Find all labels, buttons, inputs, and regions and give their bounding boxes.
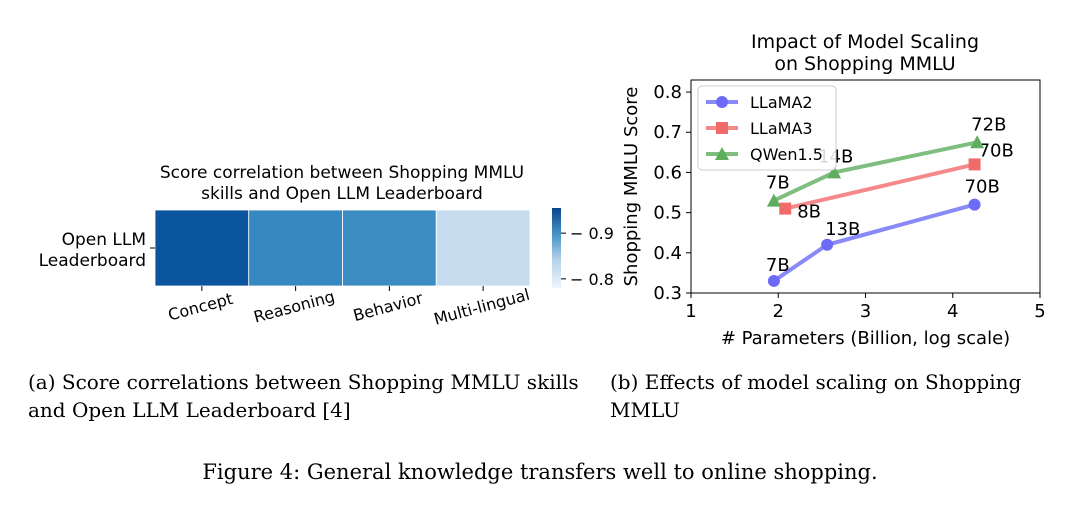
x-tick-label: 4	[947, 301, 958, 322]
y-tick-label: 0.6	[653, 162, 682, 183]
x-tick-label: 5	[1034, 301, 1045, 322]
caption-b: (b) Effects of model scaling on Shopping…	[610, 370, 1022, 422]
y-tick-label: 0.3	[653, 283, 682, 304]
figure-caption: Figure 4: General knowledge transfers we…	[202, 460, 878, 484]
data-point	[827, 165, 842, 179]
heatmap-column-label: Multi-lingual	[432, 285, 532, 329]
point-label: 72B	[971, 114, 1006, 135]
heatmap-cell	[342, 209, 437, 287]
heatmap-title-line: Score correlation between Shopping MMLU	[160, 163, 524, 183]
legend: LLaMA2 LLaMA3 QWen1.5	[697, 85, 837, 171]
series-line	[784, 162, 976, 211]
data-point	[779, 202, 792, 215]
data-point	[716, 96, 728, 108]
y-tick-label: 0.5	[653, 203, 682, 224]
data-point	[766, 193, 781, 207]
y-tick-label: 0.4	[653, 243, 682, 264]
heatmap-row-label-line: Open LLM	[62, 230, 146, 250]
data-point	[767, 274, 780, 287]
point-label: 7B	[766, 173, 790, 194]
legend-box	[697, 85, 837, 171]
linechart-title-line: Impact of Model Scaling	[751, 31, 979, 53]
data-point	[821, 238, 834, 251]
series-llama2: 7B 13B 70B	[766, 177, 1000, 287]
point-label: 7B	[766, 255, 790, 276]
colorbar	[552, 208, 561, 288]
heatmap-chart: Score correlation between Shopping MMLUs…	[39, 163, 614, 329]
x-tick-label: 2	[773, 301, 784, 322]
caption-a: (a) Score correlations between Shopping …	[28, 370, 579, 422]
point-label: 70B	[979, 140, 1014, 161]
series-llama3: 8B 70B	[779, 140, 1014, 223]
heatmap-row-label-line: Leaderboard	[39, 251, 146, 271]
heatmap-cell	[435, 209, 531, 287]
legend-label: QWen1.5	[750, 145, 823, 164]
heatmap-cell	[248, 209, 343, 287]
linechart-title-line: on Shopping MMLU	[774, 53, 955, 75]
legend-label: LLaMA3	[750, 119, 813, 138]
heatmap-column-label: Concept	[166, 289, 235, 324]
legend-label: LLaMA2	[750, 93, 813, 112]
y-tick-label: 0.8	[653, 82, 682, 103]
heatmap-title-line: skills and Open LLM Leaderboard	[201, 184, 483, 204]
colorbar-tick-label: − 0.8	[570, 270, 614, 289]
data-point	[968, 198, 981, 211]
y-axis-label: Shopping MMLU Score	[621, 87, 642, 287]
data-point	[715, 147, 729, 160]
data-point	[970, 135, 985, 149]
x-tick-label: 1	[685, 301, 696, 322]
y-tick-label: 0.7	[653, 122, 682, 143]
heatmap-column-label: Reasoning	[252, 287, 337, 327]
colorbar-tick-label: − 0.9	[570, 224, 614, 243]
x-axis-label: # Parameters (Billion, log scale)	[721, 328, 1010, 349]
heatmap-column-label: Behavior	[351, 288, 425, 325]
point-label: 13B	[825, 219, 860, 240]
point-label: 8B	[797, 202, 821, 223]
x-tick-label: 3	[860, 301, 871, 322]
heatmap-cell	[154, 209, 250, 287]
point-label: 70B	[965, 177, 1000, 198]
data-point	[716, 122, 728, 134]
data-point	[968, 158, 981, 171]
